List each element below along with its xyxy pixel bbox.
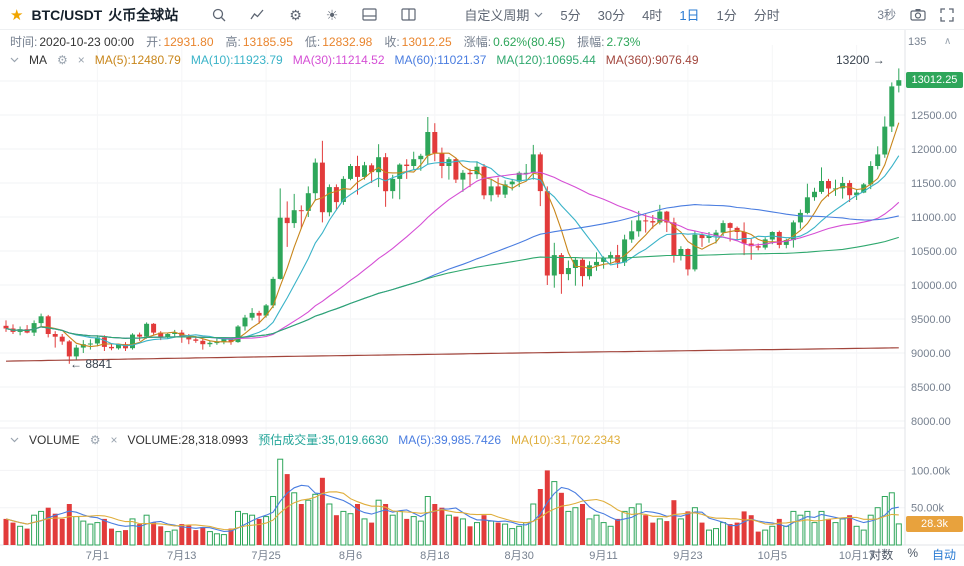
volume-ma5-value: MA(5):39,985.7426 — [398, 432, 502, 447]
ma-close-icon[interactable]: × — [77, 53, 85, 67]
svg-text:10000.00: 10000.00 — [911, 280, 957, 292]
ma-collapse-chevron-icon[interactable] — [10, 57, 19, 63]
svg-text:7月13: 7月13 — [167, 550, 196, 562]
info-low: 低: 12832.98 — [304, 35, 373, 49]
scale-scroll-up-icon[interactable]: ∧ — [944, 36, 952, 47]
log-scale-toggle[interactable]: 对数 — [869, 548, 894, 562]
info-time: 时间: 2020-10-23 00:00 — [10, 35, 135, 49]
svg-text:8500.00: 8500.00 — [911, 382, 951, 394]
last-volume-badge: 28.3k — [906, 516, 963, 532]
chevron-down-icon — [534, 12, 543, 17]
ma5-value: MA(5):12480.79 — [94, 53, 181, 67]
ma60-value: MA(60):11021.37 — [394, 53, 487, 67]
indicator-pane-icon[interactable] — [362, 8, 377, 21]
volume-ma10-value: MA(10):31,702.2343 — [511, 432, 621, 447]
period-tab-5min[interactable]: 5分 — [560, 8, 581, 23]
volume-close-icon[interactable]: × — [110, 432, 118, 447]
favorite-star-icon[interactable]: ★ — [10, 6, 24, 24]
svg-text:12500.00: 12500.00 — [911, 110, 957, 122]
toolbar: ★ BTC/USDT 火币全球站 ⚙ ☀ 自定义周期 5分 30分 4时 1日 … — [0, 0, 964, 30]
chart-type-icon[interactable] — [250, 8, 265, 21]
last-price-badge: 13012.25 — [906, 72, 963, 88]
svg-text:50.00k: 50.00k — [911, 503, 945, 515]
ma-settings-gear-icon[interactable]: ⚙ — [57, 53, 68, 67]
ma10-value: MA(10):11923.79 — [190, 53, 283, 67]
volume-header-bar: VOLUME ⚙ × VOLUME:28,318.0993 预估成交量:35,0… — [10, 431, 620, 448]
volume-indicator-title: VOLUME — [29, 432, 80, 447]
svg-text:8月6: 8月6 — [339, 550, 362, 562]
toolbar-right-group: 3秒 — [877, 6, 954, 23]
svg-text:12000.00: 12000.00 — [911, 144, 957, 156]
svg-text:8月18: 8月18 — [420, 550, 449, 562]
estimated-volume-value: 预估成交量:35,019.6630 — [258, 433, 389, 447]
ohlc-info-bar: 时间: 2020-10-23 00:00 开: 12931.80 高: 13185.9… — [10, 33, 640, 50]
svg-text:9000.00: 9000.00 — [911, 348, 951, 360]
ma360-value: MA(360):9076.49 — [605, 53, 699, 67]
ma-legend-bar: MA ⚙ × MA(5):12480.79 MA(10):11923.79 MA… — [10, 53, 699, 67]
period-tab-1min[interactable]: 1分 — [716, 8, 737, 23]
custom-period-dropdown[interactable]: 自定义周期 — [464, 5, 543, 24]
svg-text:7月1: 7月1 — [86, 550, 109, 562]
svg-text:11000.00: 11000.00 — [911, 212, 956, 224]
svg-text:11500.00: 11500.00 — [911, 178, 956, 190]
candle-countdown: 3秒 — [877, 8, 896, 22]
settings-gear-icon[interactable]: ⚙ — [289, 6, 302, 23]
volume-collapse-chevron-icon[interactable] — [10, 437, 19, 443]
symbol-title: BTC/USDT — [31, 6, 103, 23]
exchange-title: 火币全球站 — [108, 6, 179, 23]
period-tab-30min[interactable]: 30分 — [597, 8, 626, 23]
info-amplitude: 振幅: 2.73% — [577, 35, 641, 49]
scale-top-partial-label: 135 — [908, 36, 927, 48]
ma30-value: MA(30):11214.52 — [292, 53, 385, 67]
svg-text:10月17: 10月17 — [839, 550, 874, 562]
info-open: 开: 12931.80 — [146, 35, 214, 49]
info-close: 收: 13012.25 — [384, 35, 452, 49]
percent-scale-toggle[interactable]: % — [907, 546, 918, 560]
low-price-annotation: ← 8841 — [70, 357, 113, 371]
period-tab-1day[interactable]: 1日 — [679, 8, 700, 23]
svg-text:8月30: 8月30 — [505, 550, 534, 562]
volume-value: VOLUME:28,318.0993 — [127, 432, 249, 447]
custom-period-label: 自定义周期 — [464, 8, 530, 23]
svg-text:9月11: 9月11 — [589, 550, 618, 562]
svg-text:10500.00: 10500.00 — [911, 246, 957, 258]
ma-indicator-title: MA — [29, 53, 47, 67]
search-icon[interactable] — [212, 8, 226, 22]
auto-scale-toggle[interactable]: 自动 — [931, 548, 956, 562]
axis-scale-controls: 对数 % 自动 — [869, 546, 956, 563]
camera-icon[interactable] — [910, 8, 926, 21]
theme-sun-icon[interactable]: ☀ — [325, 6, 339, 23]
svg-text:9500.00: 9500.00 — [911, 314, 951, 326]
svg-text:9月23: 9月23 — [673, 550, 702, 562]
svg-text:100.00k: 100.00k — [911, 465, 951, 477]
high-price-annotation: 13200 → — [836, 53, 885, 67]
period-tab-4hour[interactable]: 4时 — [642, 8, 663, 23]
info-high: 高: 13185.95 — [225, 35, 293, 49]
split-layout-icon[interactable] — [401, 8, 416, 21]
volume-settings-gear-icon[interactable]: ⚙ — [89, 432, 101, 447]
svg-text:8000.00: 8000.00 — [911, 416, 951, 428]
ma120-value: MA(120):10695.44 — [496, 53, 596, 67]
info-change: 涨幅: 0.62%(80.45) — [463, 35, 566, 49]
svg-text:10月5: 10月5 — [758, 550, 787, 562]
period-tab-timeshare[interactable]: 分时 — [753, 8, 780, 23]
svg-text:7月25: 7月25 — [251, 550, 280, 562]
fullscreen-icon[interactable] — [940, 7, 954, 22]
